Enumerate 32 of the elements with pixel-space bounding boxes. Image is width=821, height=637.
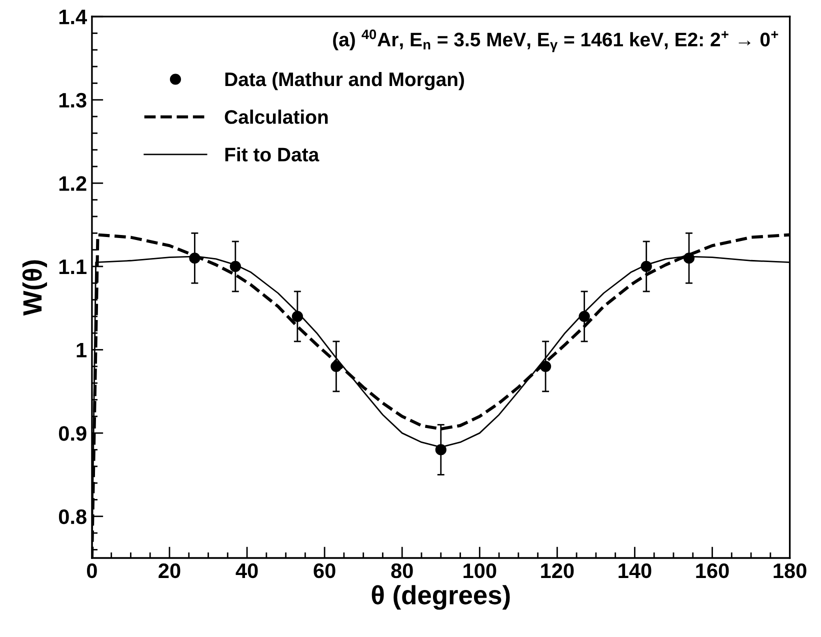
x-tick-label: 60	[314, 563, 336, 578]
legend-label: Fit to Data	[225, 147, 320, 162]
x-tick-label: 180	[774, 563, 806, 578]
y-tick-label: 1.1	[59, 260, 87, 274]
y-axis-title: W(θ)	[22, 260, 48, 316]
x-tick-label: 160	[696, 563, 729, 578]
point	[578, 310, 590, 322]
point	[292, 310, 303, 322]
chart-title: (a) $^{40}$Ar, E$_{n}$ = 3.5 MeV, E$_{γ}$ = 1461 keV, E2: 2$^{+}$ → 0$^{+}$	[333, 30, 778, 52]
y-tick-label: 1.2	[59, 176, 86, 191]
y-tick-label: 1.4	[59, 10, 87, 24]
x-tick-label: 100	[464, 563, 496, 578]
point	[330, 360, 342, 372]
x-tick-label: 140	[618, 563, 652, 578]
x-tick-label: 40	[236, 563, 258, 578]
y-tick-label: 1.3	[59, 92, 86, 108]
x-tick-label: 120	[541, 563, 574, 578]
x-tick-label: 20	[158, 563, 180, 578]
y-tick-label: 0.9	[58, 426, 86, 441]
point	[683, 252, 695, 264]
x-axis-title: θ (degrees)	[372, 585, 510, 610]
legend-label: Calculation	[224, 110, 328, 124]
legend-label: Data (Mathur and Morgan)	[225, 72, 464, 90]
point	[230, 260, 241, 272]
y-tick-label: 1	[76, 342, 87, 358]
x-tick-label: 0	[86, 563, 97, 578]
point	[189, 252, 200, 264]
point	[435, 444, 446, 456]
point	[540, 360, 552, 372]
x-tick-label: 80	[391, 563, 413, 578]
point	[640, 260, 652, 272]
y-tick-label: 0.8	[58, 509, 86, 524]
